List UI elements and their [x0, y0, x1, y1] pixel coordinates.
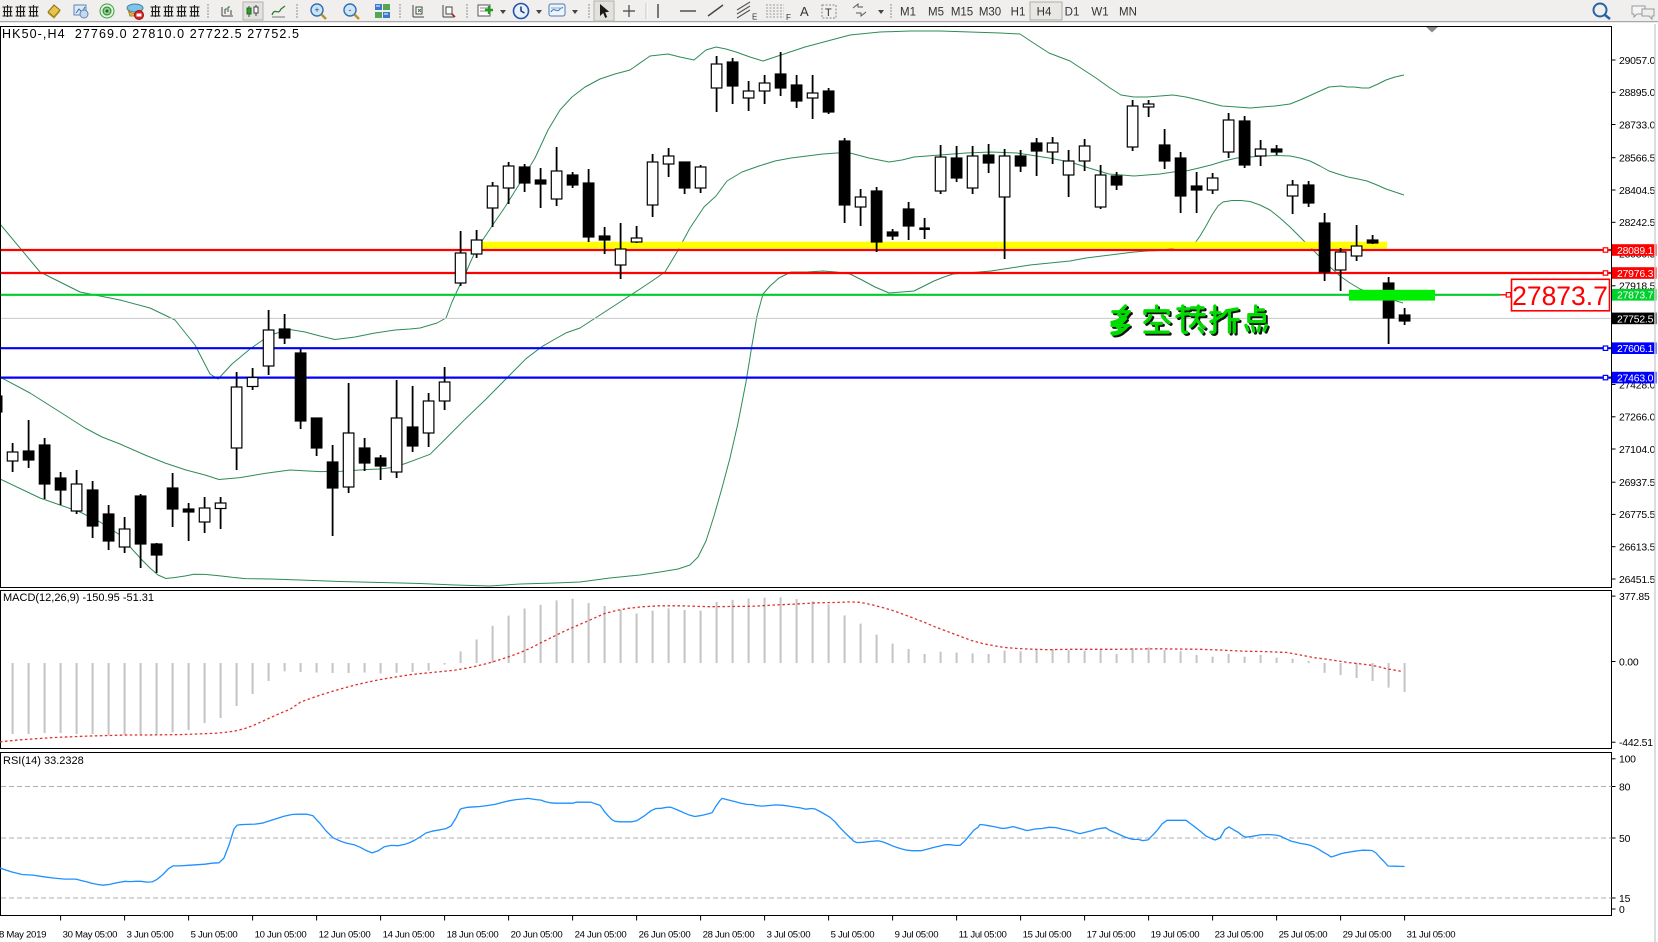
svg-text:M5: M5: [928, 7, 944, 19]
svg-text:9 Jul 05:00: 9 Jul 05:00: [895, 930, 939, 941]
svg-text:27918.5: 27918.5: [1619, 282, 1656, 293]
svg-text:F: F: [786, 13, 791, 22]
svg-text:377.85: 377.85: [1619, 592, 1650, 603]
svg-text:27104.0: 27104.0: [1619, 445, 1656, 456]
svg-text:27606.1: 27606.1: [1617, 344, 1654, 355]
svg-text:HK50-,H4 27769.0 27810.0 2772: HK50-,H4 27769.0 27810.0 27722.5 27752.5: [2, 27, 300, 41]
svg-text:50: 50: [1619, 834, 1631, 845]
svg-text:11 Jul 05:00: 11 Jul 05:00: [959, 930, 1007, 941]
svg-text:H1: H1: [1011, 7, 1026, 19]
svg-text:15: 15: [1619, 894, 1631, 905]
svg-text:26451.5: 26451.5: [1619, 575, 1656, 586]
svg-text:27976.3: 27976.3: [1617, 269, 1654, 280]
svg-text:3 Jun 05:00: 3 Jun 05:00: [127, 930, 174, 941]
svg-text:27266.0: 27266.0: [1619, 413, 1656, 424]
svg-text:28089.1: 28089.1: [1617, 246, 1654, 257]
svg-text:14 Jun 05:00: 14 Jun 05:00: [383, 930, 435, 941]
svg-text:-: -: [349, 5, 352, 15]
svg-text:0: 0: [1619, 905, 1625, 916]
svg-text:27428.0: 27428.0: [1619, 380, 1656, 391]
svg-text:19 Jul 05:00: 19 Jul 05:00: [1151, 930, 1200, 941]
svg-text:5 Jul 05:00: 5 Jul 05:00: [831, 930, 875, 941]
svg-text:MN: MN: [1119, 7, 1137, 19]
svg-text:27463.0: 27463.0: [1617, 374, 1654, 385]
svg-text:26 Jun 05:00: 26 Jun 05:00: [639, 930, 691, 941]
svg-text:80: 80: [1619, 782, 1631, 793]
svg-text:28 Jun 05:00: 28 Jun 05:00: [703, 930, 755, 941]
svg-text:29057.0: 29057.0: [1619, 56, 1656, 67]
svg-text:H4: H4: [1037, 7, 1052, 19]
svg-text:26775.5: 26775.5: [1619, 510, 1656, 521]
svg-text:24 Jun 05:00: 24 Jun 05:00: [575, 930, 627, 941]
svg-text:28242.5: 28242.5: [1619, 218, 1656, 229]
svg-text:23 Jul 05:00: 23 Jul 05:00: [1215, 930, 1264, 941]
svg-text:T: T: [825, 7, 832, 19]
svg-text:MACD(12,26,9) -150.95 -51.31: MACD(12,26,9) -150.95 -51.31: [3, 592, 154, 604]
svg-text:M30: M30: [979, 7, 1001, 19]
svg-text:27873.7: 27873.7: [1617, 291, 1654, 302]
svg-text:17 Jul 05:00: 17 Jul 05:00: [1087, 930, 1136, 941]
svg-text:25 Jul 05:00: 25 Jul 05:00: [1279, 930, 1328, 941]
svg-text:M15: M15: [951, 7, 973, 19]
svg-text:28733.0: 28733.0: [1619, 120, 1656, 131]
svg-text:27752.5: 27752.5: [1617, 314, 1654, 325]
svg-text:28895.0: 28895.0: [1619, 88, 1656, 99]
svg-text:15 Jul 05:00: 15 Jul 05:00: [1023, 930, 1072, 941]
svg-text:100: 100: [1619, 755, 1636, 766]
svg-text:5 Jun 05:00: 5 Jun 05:00: [191, 930, 238, 941]
svg-text:18 Jun 05:00: 18 Jun 05:00: [447, 930, 499, 941]
svg-text:W1: W1: [1091, 7, 1108, 19]
svg-text:D1: D1: [1065, 7, 1080, 19]
svg-text:0.00: 0.00: [1619, 657, 1639, 668]
svg-text:28404.5: 28404.5: [1619, 186, 1656, 197]
svg-text:26937.5: 26937.5: [1619, 478, 1656, 489]
svg-text:E: E: [752, 13, 757, 22]
svg-text:20 Jun 05:00: 20 Jun 05:00: [511, 930, 563, 941]
svg-text:A: A: [800, 4, 809, 19]
svg-text:RSI(14) 33.2328: RSI(14) 33.2328: [3, 755, 84, 767]
svg-text:30 May 05:00: 30 May 05:00: [63, 930, 118, 941]
svg-text:28566.5: 28566.5: [1619, 154, 1656, 165]
svg-text:10 Jun 05:00: 10 Jun 05:00: [255, 930, 307, 941]
svg-text:29 Jul 05:00: 29 Jul 05:00: [1343, 930, 1392, 941]
svg-text:+: +: [314, 5, 319, 15]
svg-text:-442.51: -442.51: [1619, 738, 1653, 749]
svg-text:26613.5: 26613.5: [1619, 543, 1656, 554]
svg-text:3 Jul 05:00: 3 Jul 05:00: [767, 930, 811, 941]
svg-text:28 May 2019: 28 May 2019: [0, 930, 46, 941]
svg-text:12 Jun 05:00: 12 Jun 05:00: [319, 930, 371, 941]
svg-text:31 Jul 05:00: 31 Jul 05:00: [1407, 930, 1456, 941]
svg-text:27873.7: 27873.7: [1512, 281, 1608, 311]
svg-text:M1: M1: [900, 7, 916, 19]
